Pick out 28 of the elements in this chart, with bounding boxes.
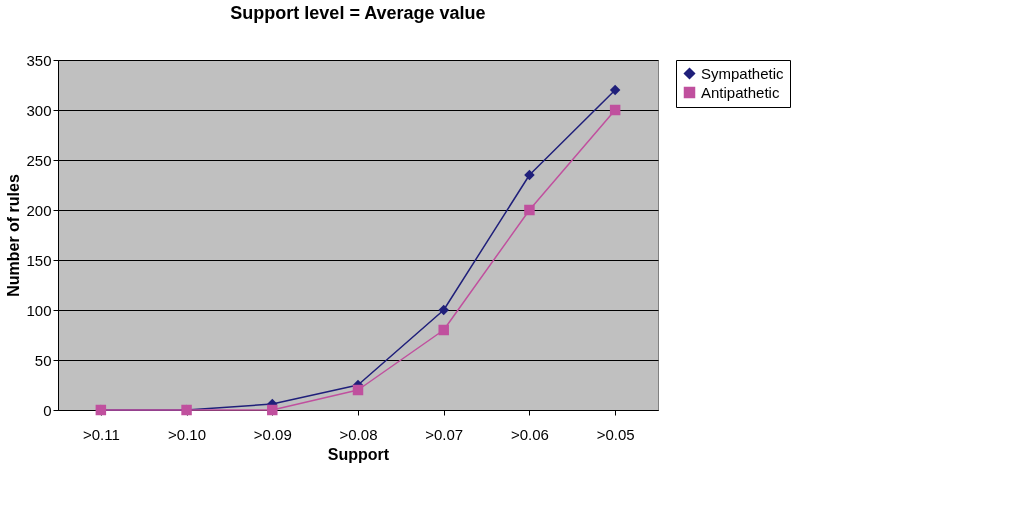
x-tick-label: >0.05 bbox=[596, 425, 635, 443]
x-tick-label: >0.06 bbox=[510, 425, 549, 443]
point bbox=[609, 84, 621, 96]
x-tick-label: >0.11 bbox=[82, 425, 120, 443]
point bbox=[352, 384, 364, 396]
y-tick-label: 50 bbox=[34, 351, 52, 369]
y-tick-label: 250 bbox=[26, 151, 52, 169]
y-tick-label: 150 bbox=[26, 251, 52, 269]
x-tick-label: >0.08 bbox=[339, 425, 378, 443]
legend-label: Antipathetic bbox=[701, 83, 780, 101]
point bbox=[524, 204, 535, 216]
y-tick-label: 300 bbox=[26, 101, 52, 119]
legend-label: Sympathetic bbox=[701, 64, 785, 82]
y-tick-label: 0 bbox=[43, 401, 52, 419]
y-axis-title: Number of rules bbox=[5, 174, 23, 297]
x-tick-label: >0.09 bbox=[253, 425, 292, 443]
chart-title: Support level = Average value bbox=[230, 3, 486, 23]
y-tick-label: 200 bbox=[26, 201, 52, 219]
y-tick-label: 100 bbox=[26, 301, 52, 319]
point bbox=[267, 404, 278, 416]
x-tick-label: >0.10 bbox=[168, 425, 207, 443]
point bbox=[524, 169, 535, 181]
x-tick-label: >0.07 bbox=[425, 425, 464, 443]
y-tick-label: 350 bbox=[26, 51, 52, 69]
point bbox=[438, 324, 449, 336]
x-axis-title: Support bbox=[327, 445, 390, 463]
point bbox=[609, 104, 621, 116]
point bbox=[438, 304, 449, 316]
